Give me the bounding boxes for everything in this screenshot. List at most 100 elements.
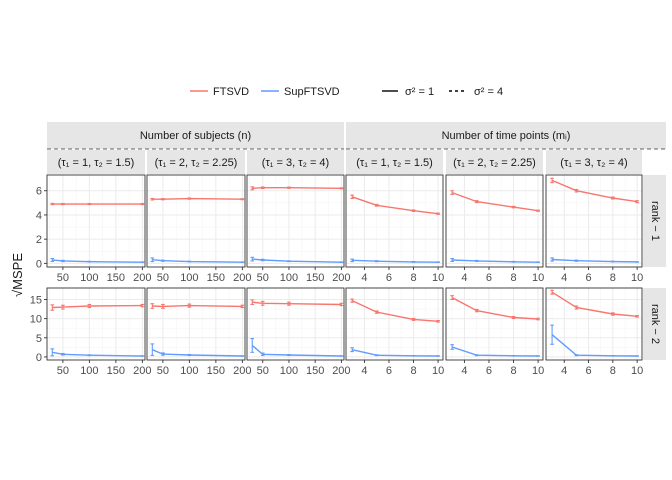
panel-border bbox=[246, 174, 345, 268]
x-tick-label: 4 bbox=[361, 365, 367, 377]
error-bar-ftsvd bbox=[50, 304, 55, 311]
error-bar-supftsvd bbox=[260, 258, 265, 262]
row-strip bbox=[643, 175, 666, 267]
x-tick-label: 6 bbox=[486, 365, 492, 377]
x-tick-label: 100 bbox=[280, 365, 298, 377]
column-strip bbox=[446, 150, 543, 174]
error-bar-ftsvd bbox=[374, 310, 379, 314]
panel: 50 100 150 200 0 5 10 15 bbox=[30, 287, 152, 377]
x-tick-label: 100 bbox=[180, 272, 198, 284]
series-line-supftsvd bbox=[351, 349, 439, 357]
error-bar-ftsvd bbox=[287, 301, 291, 306]
x-tick-label: 150 bbox=[306, 272, 324, 284]
error-bar-supftsvd bbox=[550, 257, 554, 262]
x-tick-label: 200 bbox=[233, 272, 251, 284]
error-bar-ftsvd bbox=[374, 203, 379, 207]
error-bar-ftsvd bbox=[87, 203, 92, 206]
panel-border bbox=[445, 174, 544, 268]
error-bar-supftsvd bbox=[574, 354, 579, 357]
error-bar-ftsvd bbox=[635, 200, 639, 204]
x-tick-label: 200 bbox=[332, 272, 350, 284]
error-bar-ftsvd bbox=[87, 303, 92, 309]
x-tick-label: 150 bbox=[306, 365, 324, 377]
series-line-supftsvd bbox=[152, 349, 243, 357]
panel: 4 6 8 10 bbox=[545, 287, 643, 377]
x-tick-label: 6 bbox=[486, 272, 492, 284]
panel: 50 100 150 200 bbox=[146, 287, 252, 377]
column-strip bbox=[247, 150, 344, 174]
error-bar-supftsvd bbox=[611, 260, 615, 263]
error-bar-ftsvd bbox=[240, 198, 245, 201]
error-bar-supftsvd bbox=[161, 352, 165, 356]
y-tick-label: 0 bbox=[36, 258, 42, 270]
error-bar-ftsvd bbox=[536, 209, 540, 212]
error-bar-supftsvd bbox=[187, 260, 192, 263]
series-line-supftsvd bbox=[252, 258, 342, 263]
series-line-supftsvd bbox=[152, 259, 243, 263]
x-tick-label: 4 bbox=[361, 272, 367, 284]
error-bar-ftsvd bbox=[611, 312, 615, 316]
x-tick-label: 6 bbox=[386, 365, 392, 377]
error-bar-supftsvd bbox=[350, 258, 354, 263]
column-strip bbox=[47, 150, 145, 174]
y-tick-label: 6 bbox=[36, 186, 42, 198]
x-tick-label: 100 bbox=[280, 272, 298, 284]
panel: 50 100 150 200 bbox=[146, 174, 252, 284]
row-strip-label: rank − 1 bbox=[649, 201, 661, 241]
error-bar-supftsvd bbox=[187, 354, 192, 357]
series-line-supftsvd bbox=[552, 258, 638, 263]
error-bar-supftsvd bbox=[287, 260, 291, 263]
column-strip bbox=[546, 150, 642, 174]
x-tick-label: 6 bbox=[585, 365, 591, 377]
x-tick-label: 200 bbox=[332, 365, 350, 377]
group-strip bbox=[346, 122, 666, 149]
error-bar-supftsvd bbox=[511, 260, 516, 263]
error-bar-ftsvd bbox=[250, 186, 255, 191]
series-line-ftsvd bbox=[551, 179, 638, 203]
y-tick-label: 10 bbox=[30, 314, 42, 326]
series-line-ftsvd bbox=[252, 301, 342, 306]
error-bar-ftsvd bbox=[61, 203, 65, 206]
x-tick-label: 50 bbox=[257, 272, 269, 284]
panel-border bbox=[146, 287, 246, 361]
panel: 4 6 8 10 bbox=[445, 174, 544, 284]
error-bar-ftsvd bbox=[611, 196, 615, 200]
x-tick-label: 10 bbox=[432, 272, 444, 284]
error-bar-supftsvd bbox=[61, 352, 65, 356]
panel: 50 100 150 200 bbox=[246, 287, 351, 377]
series-line-ftsvd bbox=[252, 186, 342, 189]
series-line-ftsvd bbox=[451, 296, 539, 320]
x-tick-label: 150 bbox=[107, 272, 125, 284]
error-bar-ftsvd bbox=[411, 317, 416, 321]
error-bar-supftsvd bbox=[287, 354, 291, 357]
x-tick-label: 4 bbox=[561, 272, 567, 284]
panel-border bbox=[545, 287, 643, 361]
x-tick-label: 150 bbox=[207, 365, 225, 377]
x-tick-label: 10 bbox=[532, 365, 544, 377]
error-bar-ftsvd bbox=[240, 304, 245, 309]
group-strip-label: Number of subjects (n) bbox=[140, 130, 251, 142]
x-tick-label: 8 bbox=[610, 365, 616, 377]
y-tick-label: 4 bbox=[36, 210, 42, 222]
error-bar-ftsvd bbox=[150, 303, 155, 309]
column-strip-label: (τ₁ = 3, τ₂ = 4) bbox=[560, 157, 627, 169]
error-bar-supftsvd bbox=[50, 348, 55, 357]
error-bar-supftsvd bbox=[250, 338, 255, 353]
error-bar-ftsvd bbox=[150, 197, 155, 201]
y-tick-label: 5 bbox=[36, 333, 42, 345]
error-bar-supftsvd bbox=[574, 259, 579, 262]
x-tick-label: 200 bbox=[133, 365, 151, 377]
x-tick-label: 100 bbox=[180, 365, 198, 377]
error-bar-supftsvd bbox=[50, 257, 55, 262]
error-bar-ftsvd bbox=[287, 186, 291, 189]
error-bar-ftsvd bbox=[574, 188, 579, 193]
error-bar-supftsvd bbox=[161, 259, 165, 262]
panel: 4 6 8 10 bbox=[445, 287, 544, 377]
error-bar-ftsvd bbox=[450, 190, 454, 195]
error-bar-ftsvd bbox=[411, 209, 416, 212]
y-axis-label: √MSPE bbox=[10, 253, 25, 297]
error-bar-supftsvd bbox=[411, 261, 416, 263]
legend: FTSVD SupFTSVD σ² = 1 σ² = 4 bbox=[190, 86, 503, 98]
x-tick-label: 8 bbox=[410, 365, 416, 377]
